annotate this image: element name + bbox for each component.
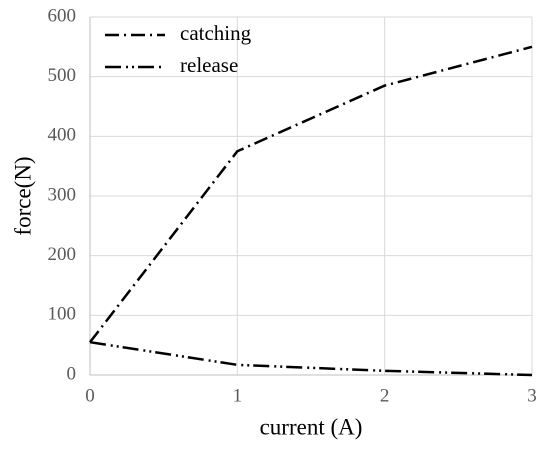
- x-axis-title: current (A): [260, 414, 363, 439]
- legend-label: release: [180, 53, 238, 77]
- y-tick-label: 200: [48, 244, 77, 265]
- series-line: [89, 45, 533, 343]
- x-tick-label: 1: [233, 385, 243, 406]
- y-tick-label: 300: [48, 184, 77, 205]
- x-tick-label: 3: [527, 385, 537, 406]
- y-tick-label: 400: [48, 125, 77, 146]
- y-tick-label: 600: [48, 5, 77, 26]
- y-tick-label: 100: [48, 304, 77, 325]
- x-tick-label: 0: [85, 385, 95, 406]
- legend-label: catching: [180, 21, 252, 45]
- y-tick-label: 500: [48, 65, 77, 86]
- series-line: [89, 340, 533, 377]
- x-tick-label: 2: [380, 385, 390, 406]
- y-axis-title: force(N): [10, 156, 35, 235]
- y-tick-label: 0: [67, 363, 77, 384]
